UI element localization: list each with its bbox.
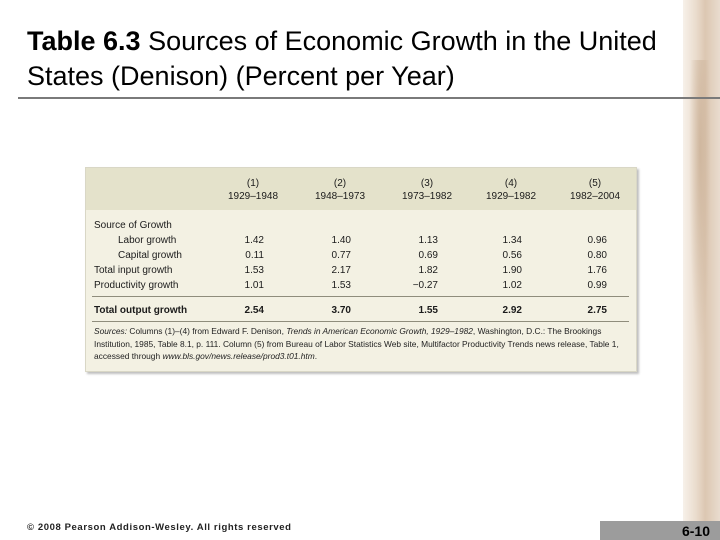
row-label: Labor growth: [118, 235, 177, 246]
page-number: 6-10: [681, 523, 710, 539]
column-number: (4): [504, 178, 518, 189]
table-cell: 2.17: [331, 265, 351, 276]
sources-lead: Sources:: [94, 326, 128, 336]
column-number: (3): [420, 178, 434, 189]
column-period: 1948–1973: [314, 191, 366, 202]
total-cell: 2.54: [244, 305, 264, 316]
column-header-3: (3) 1973–1982: [392, 177, 462, 203]
column-header-4: (4) 1929–1982: [476, 177, 546, 203]
title-divider: [18, 97, 720, 99]
table-cell: 1.13: [418, 235, 438, 246]
total-cell: 2.92: [502, 305, 522, 316]
column-header-5: (5) 1982–2004: [560, 177, 630, 203]
row-label: Capital growth: [118, 250, 182, 261]
table-cell: 0.80: [587, 250, 607, 261]
table-cell: 1.90: [502, 265, 522, 276]
section-label: Source of Growth: [94, 220, 172, 231]
table-cell: 0.77: [331, 250, 351, 261]
table-cell: 1.53: [244, 265, 264, 276]
table-cell: 0.96: [587, 235, 607, 246]
sources-book-title: Trends in American Economic Growth, 1929…: [286, 326, 473, 336]
table-cell: 0.99: [587, 280, 607, 291]
title-text: Sources of Economic Growth in the United…: [27, 26, 657, 91]
table-cell: 1.53: [331, 280, 351, 291]
table-cell: 1.40: [331, 235, 351, 246]
table-cell: −0.27: [412, 280, 438, 291]
column-header-1: (1) 1929–1948: [218, 177, 288, 203]
column-number: (5): [588, 178, 602, 189]
slide-title: Table 6.3 Sources of Economic Growth in …: [27, 24, 677, 94]
total-row-label: Total output growth: [94, 305, 188, 316]
row-label: Total input growth: [94, 265, 173, 276]
sources-text: Columns (1)–(4) from Edward F. Denison,: [127, 326, 287, 336]
sources-note: Sources: Columns (1)–(4) from Edward F. …: [94, 325, 626, 363]
table-cell: 0.56: [502, 250, 522, 261]
column-period: 1929–1948: [227, 191, 279, 202]
table-number: Table 6.3: [27, 26, 141, 56]
sources-text: .: [314, 351, 318, 361]
table-cell: 1.42: [244, 235, 264, 246]
total-cell: 2.75: [587, 305, 607, 316]
decorative-side-strip: [683, 0, 720, 540]
copyright-footer: © 2008 Pearson Addison-Wesley. All right…: [27, 522, 292, 533]
table-header: [86, 168, 636, 210]
table-cell: 1.76: [587, 265, 607, 276]
table-cell: 0.11: [245, 250, 264, 261]
page-number-box: 6-10: [600, 521, 720, 540]
table-cell: 1.01: [244, 280, 264, 291]
table-cell: 1.34: [502, 235, 522, 246]
column-header-2: (2) 1948–1973: [305, 177, 375, 203]
row-divider: [92, 296, 629, 297]
total-cell: 3.70: [331, 305, 351, 316]
column-number: (1): [246, 178, 260, 189]
table-cell: 1.02: [502, 280, 522, 291]
column-period: 1973–1982: [401, 191, 453, 202]
column-period: 1982–2004: [569, 191, 621, 202]
row-label: Productivity growth: [94, 280, 179, 291]
growth-table: (1) 1929–1948 (2) 1948–1973 (3) 1973–198…: [85, 167, 637, 372]
table-cell: 0.69: [418, 250, 438, 261]
column-number: (2): [333, 178, 347, 189]
sources-text: , Washington, D.C.: The Brookings Instit…: [94, 326, 619, 361]
sources-url: www.bls.gov/news.release/prod3.t01.htm: [162, 351, 315, 361]
total-cell: 1.55: [418, 305, 438, 316]
row-divider: [92, 321, 629, 322]
table-cell: 1.82: [418, 265, 438, 276]
column-period: 1929–1982: [485, 191, 537, 202]
